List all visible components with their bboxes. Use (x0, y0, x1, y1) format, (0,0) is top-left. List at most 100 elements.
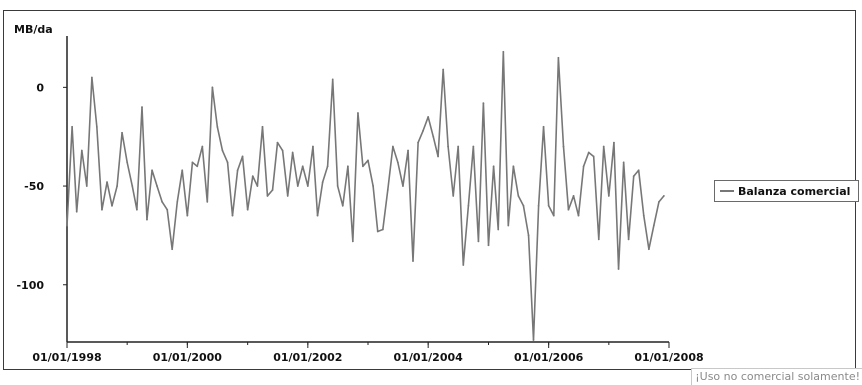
data-point (111, 204, 113, 207)
data-point (552, 214, 555, 217)
data-point (216, 125, 219, 128)
data-point (226, 161, 229, 164)
data-point (391, 145, 394, 148)
y-tick-label: 0 (36, 81, 44, 94)
data-point (642, 214, 645, 217)
data-point (487, 244, 490, 247)
data-point (236, 169, 239, 172)
data-point (587, 151, 590, 154)
data-point (85, 185, 88, 187)
data-point (427, 116, 430, 118)
data-point (101, 208, 103, 211)
data-point (452, 195, 455, 197)
data-point (357, 112, 359, 114)
data-point (261, 125, 264, 128)
data-point (482, 102, 485, 105)
data-point (146, 218, 148, 221)
data-point (607, 195, 610, 197)
data-point (577, 214, 580, 217)
data-point (497, 228, 500, 231)
data-point (502, 50, 505, 53)
data-point (201, 145, 204, 148)
data-point (562, 145, 565, 148)
legend: Balanza comercial (714, 180, 859, 202)
data-point (351, 240, 354, 243)
data-point (632, 175, 635, 178)
data-point (126, 161, 129, 164)
data-point (266, 195, 269, 197)
data-point (251, 175, 254, 178)
data-point (151, 169, 153, 172)
data-point (331, 78, 334, 81)
data-point (527, 234, 530, 237)
data-point (301, 165, 304, 168)
y-unit-label: MB/da (14, 23, 53, 36)
x-tick-label: 01/01/2006 (514, 351, 584, 364)
data-point (312, 145, 314, 148)
data-point (206, 200, 209, 203)
data-point (75, 210, 78, 213)
data-point (417, 141, 420, 144)
data-point (231, 214, 234, 217)
data-point (66, 224, 68, 227)
data-point (572, 195, 575, 197)
axes (63, 36, 670, 348)
data-point (121, 131, 123, 134)
data-point (396, 161, 399, 164)
data-point (296, 185, 299, 187)
data-point (652, 224, 655, 227)
data-point (557, 56, 560, 59)
data-point (522, 204, 525, 207)
data-point (256, 185, 259, 187)
data-point (472, 145, 475, 148)
data-point (166, 208, 169, 211)
data-point (613, 141, 615, 144)
data-point (602, 145, 605, 148)
data-point (517, 195, 520, 197)
data-point (467, 204, 470, 207)
data-point (432, 135, 435, 138)
data-point (372, 185, 375, 187)
data-point (582, 165, 585, 168)
data-point (116, 185, 119, 187)
data-point (321, 181, 324, 184)
data-point (211, 86, 214, 89)
data-point (402, 185, 404, 187)
data-point (567, 208, 570, 211)
data-point (457, 145, 460, 148)
data-point (80, 149, 83, 152)
data-point (507, 224, 510, 227)
data-point (622, 161, 625, 164)
data-point (176, 200, 179, 203)
data-point (627, 238, 630, 241)
data-point (462, 264, 465, 266)
data-point (281, 149, 284, 152)
data-point (181, 169, 184, 172)
data-point (286, 195, 289, 197)
data-point (662, 195, 665, 197)
x-tick-label: 01/01/2008 (634, 351, 703, 364)
data-point (386, 189, 389, 191)
data-point (547, 204, 550, 207)
data-point (367, 159, 369, 162)
data-point (131, 185, 134, 187)
data-point (537, 204, 540, 207)
data-point (106, 181, 108, 184)
data-point (95, 125, 98, 128)
data-point (291, 151, 294, 154)
x-tick-label: 01/01/2004 (394, 351, 464, 364)
data-point (447, 145, 450, 148)
data-point (186, 214, 189, 217)
x-tick-label: 01/01/2002 (273, 351, 342, 364)
data-point (658, 200, 660, 203)
data-point (361, 165, 364, 168)
data-point (542, 125, 545, 128)
data-point (156, 185, 158, 187)
data-point (407, 149, 409, 152)
data-point (276, 141, 279, 144)
data-point (532, 339, 535, 341)
data-point (381, 228, 384, 231)
data-point (597, 238, 600, 241)
data-point (442, 68, 445, 71)
